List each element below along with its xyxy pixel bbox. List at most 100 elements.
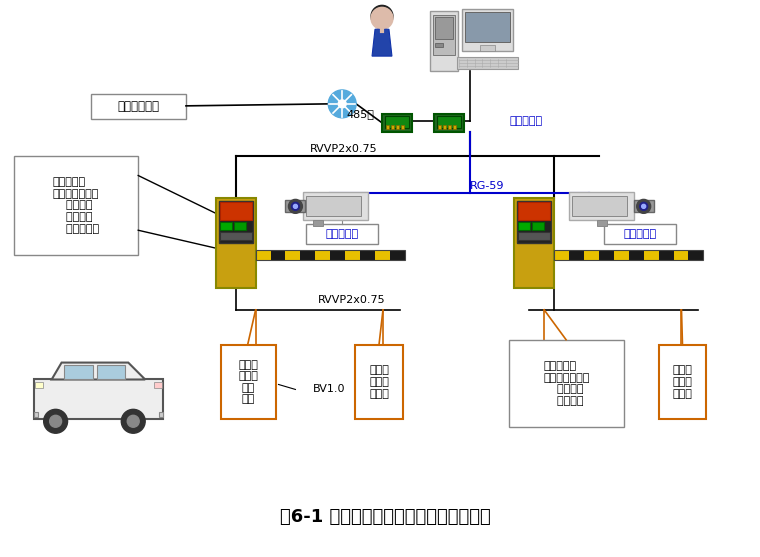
Bar [432, 16, 454, 55]
Bar [385, 116, 409, 128]
Bar [435, 43, 442, 47]
Circle shape [374, 12, 390, 28]
Bar [437, 116, 461, 128]
Text: 临时卡计费器: 临时卡计费器 [118, 100, 160, 113]
Bar [461, 9, 513, 51]
Bar [33, 412, 38, 417]
Bar [396, 125, 399, 129]
Text: RG-59: RG-59 [470, 182, 504, 192]
Bar [457, 57, 518, 69]
Bar [435, 17, 453, 39]
Bar [306, 197, 361, 216]
Bar [644, 250, 659, 260]
Text: 入口摄像机: 入口摄像机 [325, 229, 359, 239]
Text: 地感线
圈（防
碰车）: 地感线 圈（防 碰车） [369, 365, 389, 399]
Bar [219, 202, 252, 243]
Bar [434, 114, 464, 132]
Bar [221, 345, 276, 419]
Bar [448, 125, 451, 129]
Bar [629, 250, 644, 260]
Bar [429, 11, 458, 71]
Circle shape [43, 409, 68, 433]
Bar [159, 412, 163, 417]
Bar [689, 250, 703, 260]
Bar [572, 197, 627, 216]
Polygon shape [52, 363, 145, 379]
Circle shape [637, 199, 651, 213]
Text: 地感线
圈（有
车读
卡）: 地感线 圈（有 车读 卡） [238, 360, 258, 404]
Bar [518, 232, 550, 240]
Circle shape [49, 416, 62, 427]
Bar [355, 345, 403, 419]
Text: 485卡: 485卡 [346, 109, 374, 119]
Bar [255, 250, 405, 260]
Polygon shape [372, 30, 392, 56]
Bar [442, 125, 445, 129]
Bar [303, 192, 368, 220]
Text: 视频捕捉卡: 视频捕捉卡 [509, 116, 543, 126]
Bar [515, 198, 554, 288]
Bar [216, 198, 255, 288]
Bar [634, 201, 654, 212]
Bar [255, 250, 271, 260]
Bar [518, 222, 530, 230]
Text: 进口读卡机
含：中文显示屏
    语音提示
    内部对讲
    自动出卡机: 进口读卡机 含：中文显示屏 语音提示 内部对讲 自动出卡机 [52, 177, 100, 233]
Bar [518, 202, 551, 243]
Bar [33, 379, 163, 419]
Bar [509, 340, 624, 427]
Bar [300, 250, 315, 260]
Bar [220, 232, 252, 240]
Bar [271, 250, 286, 260]
Bar [14, 155, 138, 255]
Bar [480, 45, 496, 51]
Circle shape [640, 202, 648, 211]
Bar [401, 125, 404, 129]
Bar [604, 224, 676, 244]
Bar [345, 250, 360, 260]
Bar [659, 250, 673, 260]
Bar [614, 250, 629, 260]
Bar [584, 250, 599, 260]
Bar [220, 222, 232, 230]
Circle shape [371, 6, 393, 27]
Bar [569, 250, 584, 260]
Bar [464, 12, 511, 42]
Text: RVVP2x0.75: RVVP2x0.75 [318, 295, 386, 305]
Bar [659, 345, 706, 419]
Bar [518, 202, 550, 220]
Bar [234, 222, 245, 230]
Bar [532, 222, 544, 230]
Bar [35, 383, 43, 388]
Bar [554, 250, 703, 260]
Text: 出口读卡机
含：中文显示屏
    语音提示
    内部对讲: 出口读卡机 含：中文显示屏 语音提示 内部对讲 [543, 361, 590, 406]
Bar [220, 202, 252, 220]
Bar [391, 125, 394, 129]
Bar [306, 224, 378, 244]
Bar [386, 125, 389, 129]
Circle shape [291, 202, 299, 211]
Bar [599, 250, 614, 260]
Bar [673, 250, 689, 260]
Bar [554, 250, 569, 260]
Bar [438, 125, 441, 129]
Text: 图6-1 典型的智能停车场管理系统示意图: 图6-1 典型的智能停车场管理系统示意图 [280, 508, 490, 526]
Circle shape [338, 100, 346, 108]
Bar [375, 250, 390, 260]
Circle shape [328, 90, 356, 118]
Circle shape [127, 416, 139, 427]
Bar [597, 220, 607, 226]
Bar [382, 114, 412, 132]
Bar [91, 94, 186, 119]
Bar [286, 250, 300, 260]
Bar [569, 192, 634, 220]
Text: BV1.0: BV1.0 [313, 384, 346, 394]
Text: RVVP2x0.75: RVVP2x0.75 [310, 144, 378, 154]
Bar [331, 250, 345, 260]
Bar [313, 220, 323, 226]
Bar [390, 250, 405, 260]
Bar [315, 250, 331, 260]
Circle shape [293, 204, 297, 208]
Circle shape [371, 7, 393, 30]
Bar [453, 125, 456, 129]
Bar [154, 383, 162, 388]
